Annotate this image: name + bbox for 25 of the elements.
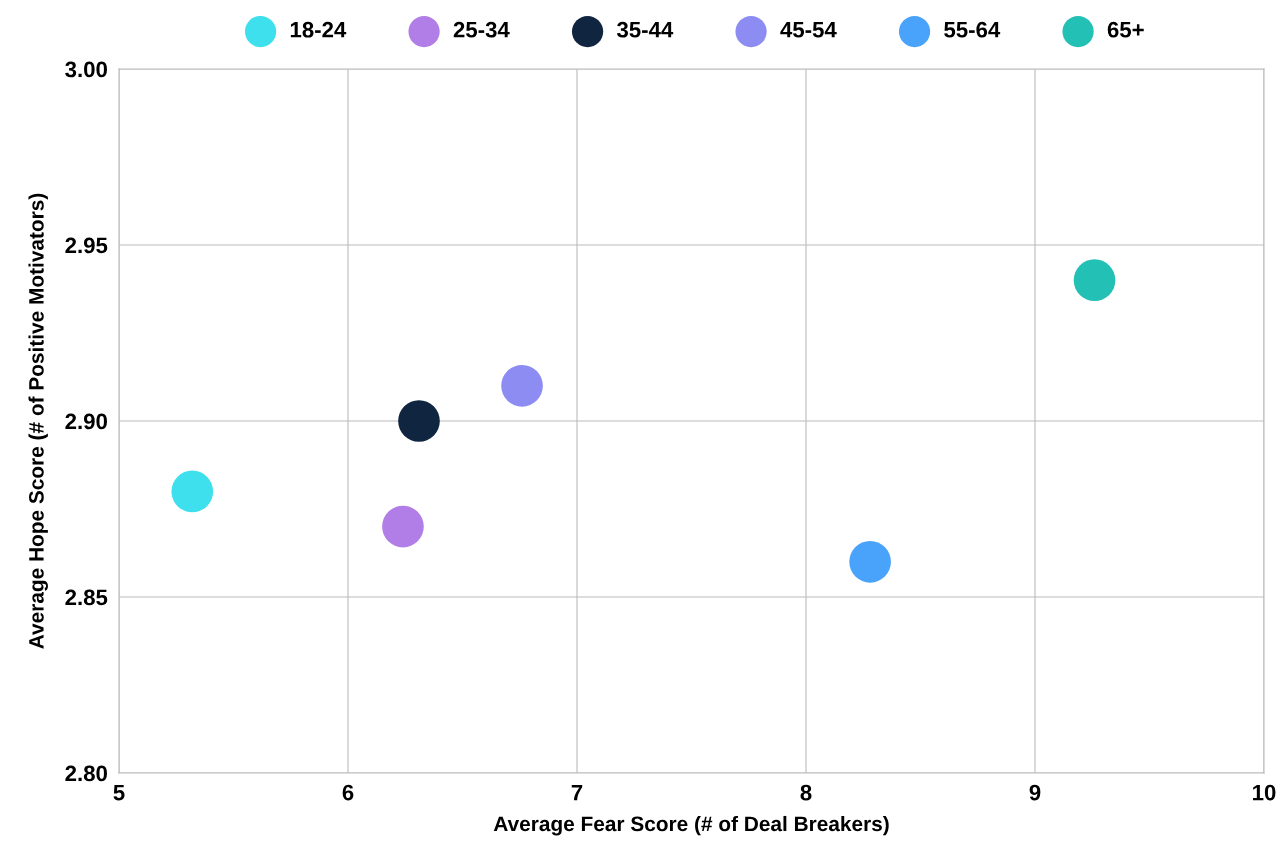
legend-label: 35-44 — [616, 21, 674, 38]
point — [849, 540, 891, 583]
point — [382, 505, 424, 548]
y-tick-label: 2.85 — [65, 589, 108, 606]
legend-label: 18-24 — [290, 21, 347, 38]
y-axis-title: Average Hope Score (# of Positive Motivators) — [28, 193, 48, 649]
legend-label: 45-54 — [780, 22, 837, 38]
y-tick-label: 2.90 — [65, 413, 107, 430]
point — [171, 470, 214, 513]
x-tick-label: 5 — [113, 784, 125, 801]
point — [1073, 259, 1116, 302]
x-tick-label: 9 — [1029, 784, 1041, 801]
x-tick-label: 8 — [800, 784, 812, 801]
y-tick-label: 2.80 — [65, 765, 107, 782]
y-tick-label: 2.95 — [65, 237, 108, 254]
legend-label: 65+ — [1107, 21, 1144, 38]
point — [501, 364, 543, 407]
legend-label: 25-34 — [453, 21, 510, 38]
point — [398, 400, 440, 442]
legend-label: 55-64 — [944, 21, 1001, 38]
x-tick-label: 6 — [342, 784, 354, 801]
y-tick-label: 3.00 — [65, 61, 107, 78]
x-axis-title: Average Fear Score (# of Deal Breakers) — [493, 815, 889, 836]
x-tick-label: 7 — [571, 784, 583, 801]
x-tick-label: 10 — [1253, 784, 1276, 801]
